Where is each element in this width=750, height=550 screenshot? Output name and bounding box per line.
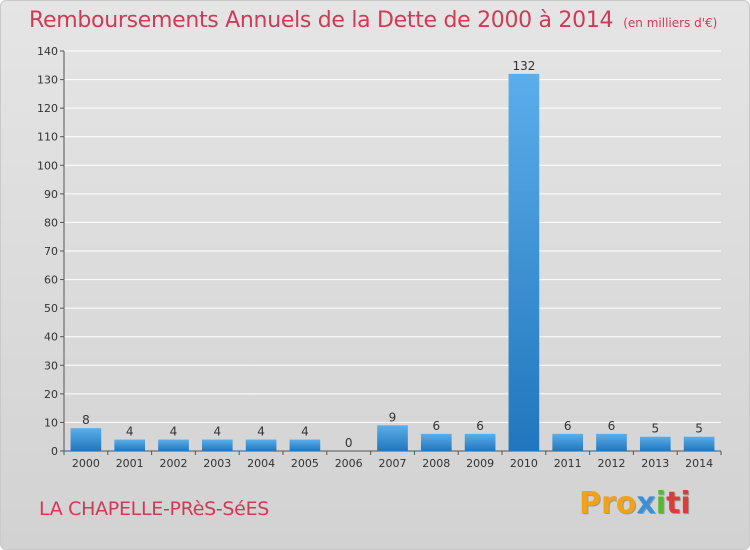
y-tick-label-110: 110 bbox=[37, 131, 58, 144]
bar-2013 bbox=[639, 436, 671, 451]
value-label-2008: 6 bbox=[432, 419, 440, 433]
grid-lines bbox=[64, 50, 721, 423]
x-tick-label-2009: 2009 bbox=[466, 457, 494, 470]
bar-2007 bbox=[377, 425, 408, 451]
x-tick-label-2010: 2010 bbox=[510, 457, 538, 470]
value-labels: 8 4 4 4 4 4 0 9 6 6 132 6 6 5 5 bbox=[82, 59, 703, 450]
y-tick-label-10: 10 bbox=[44, 416, 58, 429]
y-tick-label-90: 90 bbox=[44, 188, 58, 201]
x-tick-label-2006: 2006 bbox=[335, 457, 363, 470]
chart-subtitle: (en milliers d'€) bbox=[623, 16, 718, 30]
bar-2003 bbox=[201, 439, 233, 451]
value-label-2010: 132 bbox=[512, 59, 535, 73]
y-tick-label-20: 20 bbox=[44, 388, 58, 401]
y-tick-label-50: 50 bbox=[44, 302, 58, 315]
y-tick-label-80: 80 bbox=[44, 216, 58, 229]
y-axis-ticks: 0 10 20 30 40 50 60 70 80 90 100 110 120 130 140 bbox=[37, 45, 64, 458]
bar-2011 bbox=[552, 433, 584, 451]
x-tick-label-2007: 2007 bbox=[379, 457, 407, 470]
bar-2004 bbox=[245, 439, 277, 451]
bar-2000 bbox=[70, 428, 102, 451]
bar-2010 bbox=[508, 73, 540, 451]
bar-2014 bbox=[683, 436, 715, 451]
value-label-2011: 6 bbox=[564, 419, 572, 433]
bar-2002 bbox=[158, 439, 189, 451]
x-tick-label-2000: 2000 bbox=[72, 457, 100, 470]
commune-name: LA CHAPELLE-PRèS-SéES bbox=[39, 498, 270, 520]
value-label-2000: 8 bbox=[82, 413, 90, 427]
y-tick-label-30: 30 bbox=[44, 359, 58, 372]
value-label-2003: 4 bbox=[213, 425, 221, 439]
value-label-2007: 9 bbox=[389, 410, 397, 424]
value-label-2006: 0 bbox=[345, 436, 353, 450]
value-label-2005: 4 bbox=[301, 425, 309, 439]
x-tick-label-2002: 2002 bbox=[160, 457, 188, 470]
chart-title-text: Remboursements Annuels de la Dette de 20… bbox=[29, 8, 614, 33]
bar-2008 bbox=[420, 433, 452, 451]
value-label-2012: 6 bbox=[608, 419, 616, 433]
x-tick-label-2008: 2008 bbox=[422, 457, 450, 470]
y-tick-label-130: 130 bbox=[37, 74, 58, 87]
x-tick-label-2004: 2004 bbox=[247, 457, 275, 470]
y-tick-label-120: 120 bbox=[37, 102, 58, 115]
bar-2009 bbox=[464, 433, 496, 451]
y-tick-label-60: 60 bbox=[44, 274, 58, 287]
y-tick-label-100: 100 bbox=[37, 159, 58, 172]
bar-2001 bbox=[114, 439, 146, 451]
value-label-2009: 6 bbox=[476, 419, 484, 433]
value-label-2004: 4 bbox=[257, 425, 265, 439]
x-axis-ticks: 2000 2001 2002 2003 2004 2005 2006 2007 2008 2009… bbox=[63, 451, 722, 470]
x-tick-label-2011: 2011 bbox=[554, 457, 582, 470]
y-tick-label-140: 140 bbox=[37, 45, 58, 58]
y-tick-label-70: 70 bbox=[44, 245, 58, 258]
bars bbox=[70, 73, 715, 451]
bar-2012 bbox=[596, 433, 627, 451]
value-label-2013: 5 bbox=[651, 422, 659, 436]
y-tick-label-0: 0 bbox=[51, 445, 58, 458]
bar-2005 bbox=[289, 439, 321, 451]
x-tick-label-2014: 2014 bbox=[685, 457, 713, 470]
x-tick-label-2001: 2001 bbox=[116, 457, 144, 470]
x-tick-label-2003: 2003 bbox=[203, 457, 231, 470]
proxiti-logo: Proxiti bbox=[579, 486, 691, 521]
y-tick-label-40: 40 bbox=[44, 331, 58, 344]
value-label-2014: 5 bbox=[695, 422, 703, 436]
value-label-2002: 4 bbox=[170, 425, 178, 439]
chart-title: Remboursements Annuels de la Dette de 20… bbox=[29, 8, 717, 33]
x-tick-label-2012: 2012 bbox=[598, 457, 626, 470]
x-tick-label-2005: 2005 bbox=[291, 457, 319, 470]
x-tick-label-2013: 2013 bbox=[641, 457, 669, 470]
value-label-2001: 4 bbox=[126, 425, 134, 439]
